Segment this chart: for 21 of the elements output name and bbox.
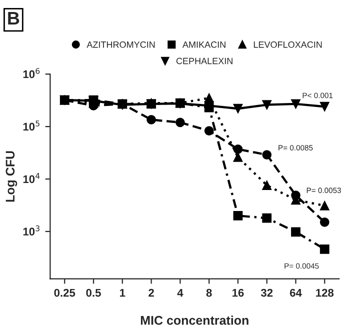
text: B (8, 12, 20, 24)
x-tick-label: 4 (177, 288, 184, 297)
x-axis-title: MIC concentration (140, 316, 248, 325)
y-tick-label: 10$^{6}$ (23, 68, 40, 78)
x-tick-label: 2 (148, 288, 154, 297)
x-tick-label: 32 (260, 288, 273, 297)
x-tick-label: 16 (232, 288, 244, 297)
y-tick-label: 10$^{4}$ (23, 173, 40, 184)
legend-label: AMIKACIN (182, 41, 226, 48)
x-tick-label: 0.5 (86, 288, 101, 297)
x-tick-label: 64 (290, 288, 302, 297)
legend-label: LEVOFLOXACIN (254, 41, 322, 48)
legend-label: CEPHALEXIN (176, 58, 232, 64)
x-tick-label: 0.25 (54, 288, 76, 297)
x-tick-label: 8 (206, 288, 212, 297)
x-tick-label: 128 (316, 288, 334, 297)
legend-label: AZITHROMYCIN (86, 41, 155, 48)
y-axis-title: Log CFU (6, 151, 18, 202)
y-tick-label: 10$^{3}$ (23, 225, 40, 236)
y-tick-label: 10$^{5}$ (23, 120, 40, 131)
x-tick-label: 1 (120, 288, 126, 297)
